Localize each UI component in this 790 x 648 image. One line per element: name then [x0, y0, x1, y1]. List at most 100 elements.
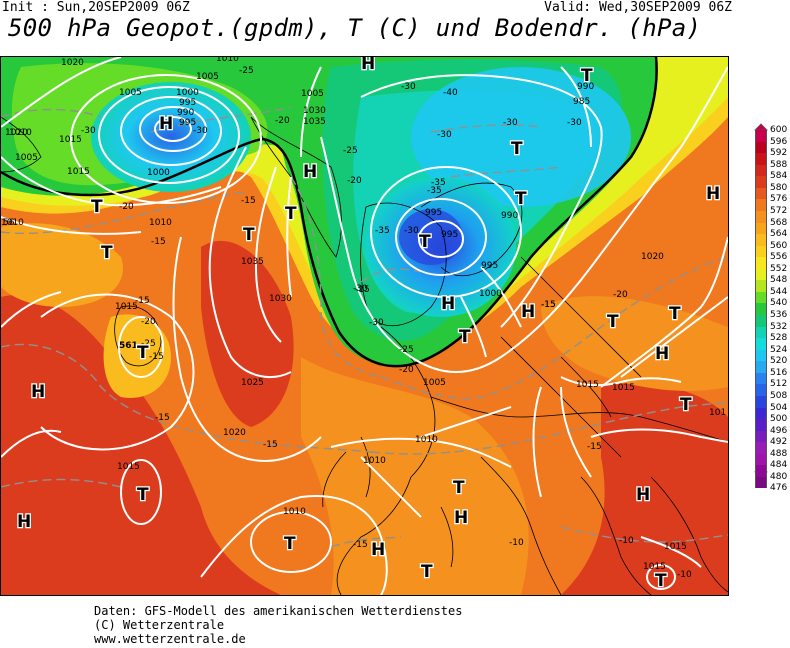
- legend-label: 548: [770, 275, 788, 286]
- legend-swatch: [755, 303, 767, 315]
- svg-text:-30: -30: [567, 118, 582, 128]
- svg-text:H: H: [441, 294, 455, 314]
- svg-text:1020: 1020: [223, 428, 246, 438]
- trough-outline: [1, 57, 658, 368]
- legend-swatch: [755, 372, 767, 385]
- legend-swatch: [755, 419, 767, 431]
- svg-text:1035: 1035: [303, 117, 326, 127]
- legend-swatch: [755, 268, 767, 281]
- legend-swatch: [755, 338, 767, 350]
- svg-text:1030: 1030: [269, 294, 292, 304]
- svg-text:1000: 1000: [176, 88, 199, 98]
- svg-text:T: T: [285, 204, 297, 224]
- svg-text:1020: 1020: [641, 252, 664, 262]
- svg-text:-20: -20: [119, 202, 134, 212]
- svg-text:-15: -15: [263, 440, 278, 450]
- legend-label: 524: [770, 344, 788, 355]
- svg-text:-25: -25: [141, 339, 156, 349]
- svg-text:995: 995: [179, 98, 196, 108]
- svg-text:H: H: [454, 508, 468, 528]
- legend-label: 576: [770, 194, 788, 205]
- legend-swatch: [755, 234, 767, 246]
- svg-text:T: T: [655, 571, 667, 591]
- legend-swatch: [755, 291, 767, 304]
- svg-text:-15: -15: [587, 442, 602, 452]
- credit-website: www.wetterzentrale.de: [94, 632, 246, 646]
- svg-text:1020: 1020: [61, 58, 84, 68]
- pressure-centers: H H T T H T H H T T T T T T T T H H T T …: [16, 57, 722, 592]
- svg-text:-25: -25: [399, 345, 414, 355]
- legend-swatch: [755, 222, 767, 235]
- svg-text:-15: -15: [541, 300, 556, 310]
- legend-swatch: [755, 199, 767, 211]
- legend-label: 584: [770, 171, 788, 182]
- legend-swatch: [755, 407, 767, 420]
- svg-text:1010: 1010: [1, 218, 24, 228]
- svg-text:H: H: [159, 114, 173, 134]
- svg-text:990: 990: [177, 108, 194, 118]
- svg-text:1010: 1010: [363, 456, 386, 466]
- svg-text:1030: 1030: [303, 106, 326, 116]
- svg-text:561: 561: [119, 341, 138, 351]
- legend-swatch: [755, 141, 767, 154]
- svg-text:1010: 1010: [415, 435, 438, 445]
- svg-text:-15: -15: [353, 540, 368, 550]
- svg-text:-35: -35: [431, 178, 446, 188]
- svg-text:H: H: [361, 57, 375, 74]
- svg-text:T: T: [511, 139, 523, 159]
- legend-swatch: [755, 476, 767, 489]
- legend-label: 572: [770, 205, 788, 216]
- credit-data-source: Daten: GFS-Modell des amerikanischen Wet…: [94, 604, 463, 618]
- svg-text:H: H: [371, 540, 385, 560]
- svg-text:1010: 1010: [149, 218, 172, 228]
- svg-text:1010: 1010: [9, 128, 32, 138]
- svg-text:-30: -30: [193, 126, 208, 136]
- field-orange-e: [541, 296, 728, 391]
- legend-swatch: [755, 130, 767, 142]
- legend-label: 564: [770, 229, 788, 240]
- svg-text:1015: 1015: [59, 135, 82, 145]
- legend-swatch: [755, 280, 767, 292]
- temperature-labels: -30 -20 -25 -30 -20 -15 -15 -20 -25 -30 …: [81, 66, 692, 580]
- svg-text:T: T: [453, 478, 465, 498]
- legend-label: 540: [770, 298, 788, 309]
- svg-text:-15: -15: [541, 300, 556, 310]
- svg-text:1005: 1005: [15, 153, 38, 163]
- svg-text:-30: -30: [404, 226, 419, 236]
- legend-label: 500: [770, 414, 788, 425]
- svg-text:-40: -40: [443, 88, 458, 98]
- svg-text:1005: 1005: [196, 72, 219, 82]
- svg-text:-15: -15: [155, 413, 170, 423]
- field-red-mid: [201, 240, 294, 427]
- legend-label: 496: [770, 425, 788, 436]
- legend-label: 556: [770, 252, 788, 263]
- svg-text:1015: 1015: [612, 383, 635, 393]
- legend-label: 520: [770, 356, 788, 367]
- svg-text:-20: -20: [613, 290, 628, 300]
- svg-text:H: H: [17, 512, 31, 532]
- svg-text:-25: -25: [239, 66, 254, 76]
- field-orange-center: [301, 357, 529, 595]
- svg-text:T: T: [581, 66, 593, 86]
- svg-text:-20: -20: [275, 116, 290, 126]
- svg-text:-20: -20: [399, 365, 414, 375]
- svg-text:101: 101: [709, 408, 726, 418]
- legend-swatch: [755, 176, 767, 188]
- legend-label: 552: [770, 263, 788, 274]
- svg-text:-30: -30: [503, 118, 518, 128]
- weather-map: 1020 1010 1005 1000 995 990 995 1005 100…: [0, 56, 729, 596]
- svg-text:-10: -10: [509, 538, 524, 548]
- svg-text:1015: 1015: [117, 462, 140, 472]
- svg-text:1005: 1005: [423, 378, 446, 388]
- svg-text:995: 995: [481, 261, 498, 271]
- legend-swatch: [755, 257, 767, 269]
- svg-text:-10: -10: [677, 570, 692, 580]
- legend-label: 504: [770, 402, 788, 413]
- legend-swatch: [755, 210, 767, 223]
- svg-text:1025: 1025: [241, 378, 264, 388]
- svg-text:995: 995: [441, 230, 458, 240]
- svg-text:T: T: [137, 343, 149, 363]
- field-blue-core: [399, 209, 463, 265]
- legend-swatch: [755, 164, 767, 177]
- field-cyan-ne: [411, 67, 631, 207]
